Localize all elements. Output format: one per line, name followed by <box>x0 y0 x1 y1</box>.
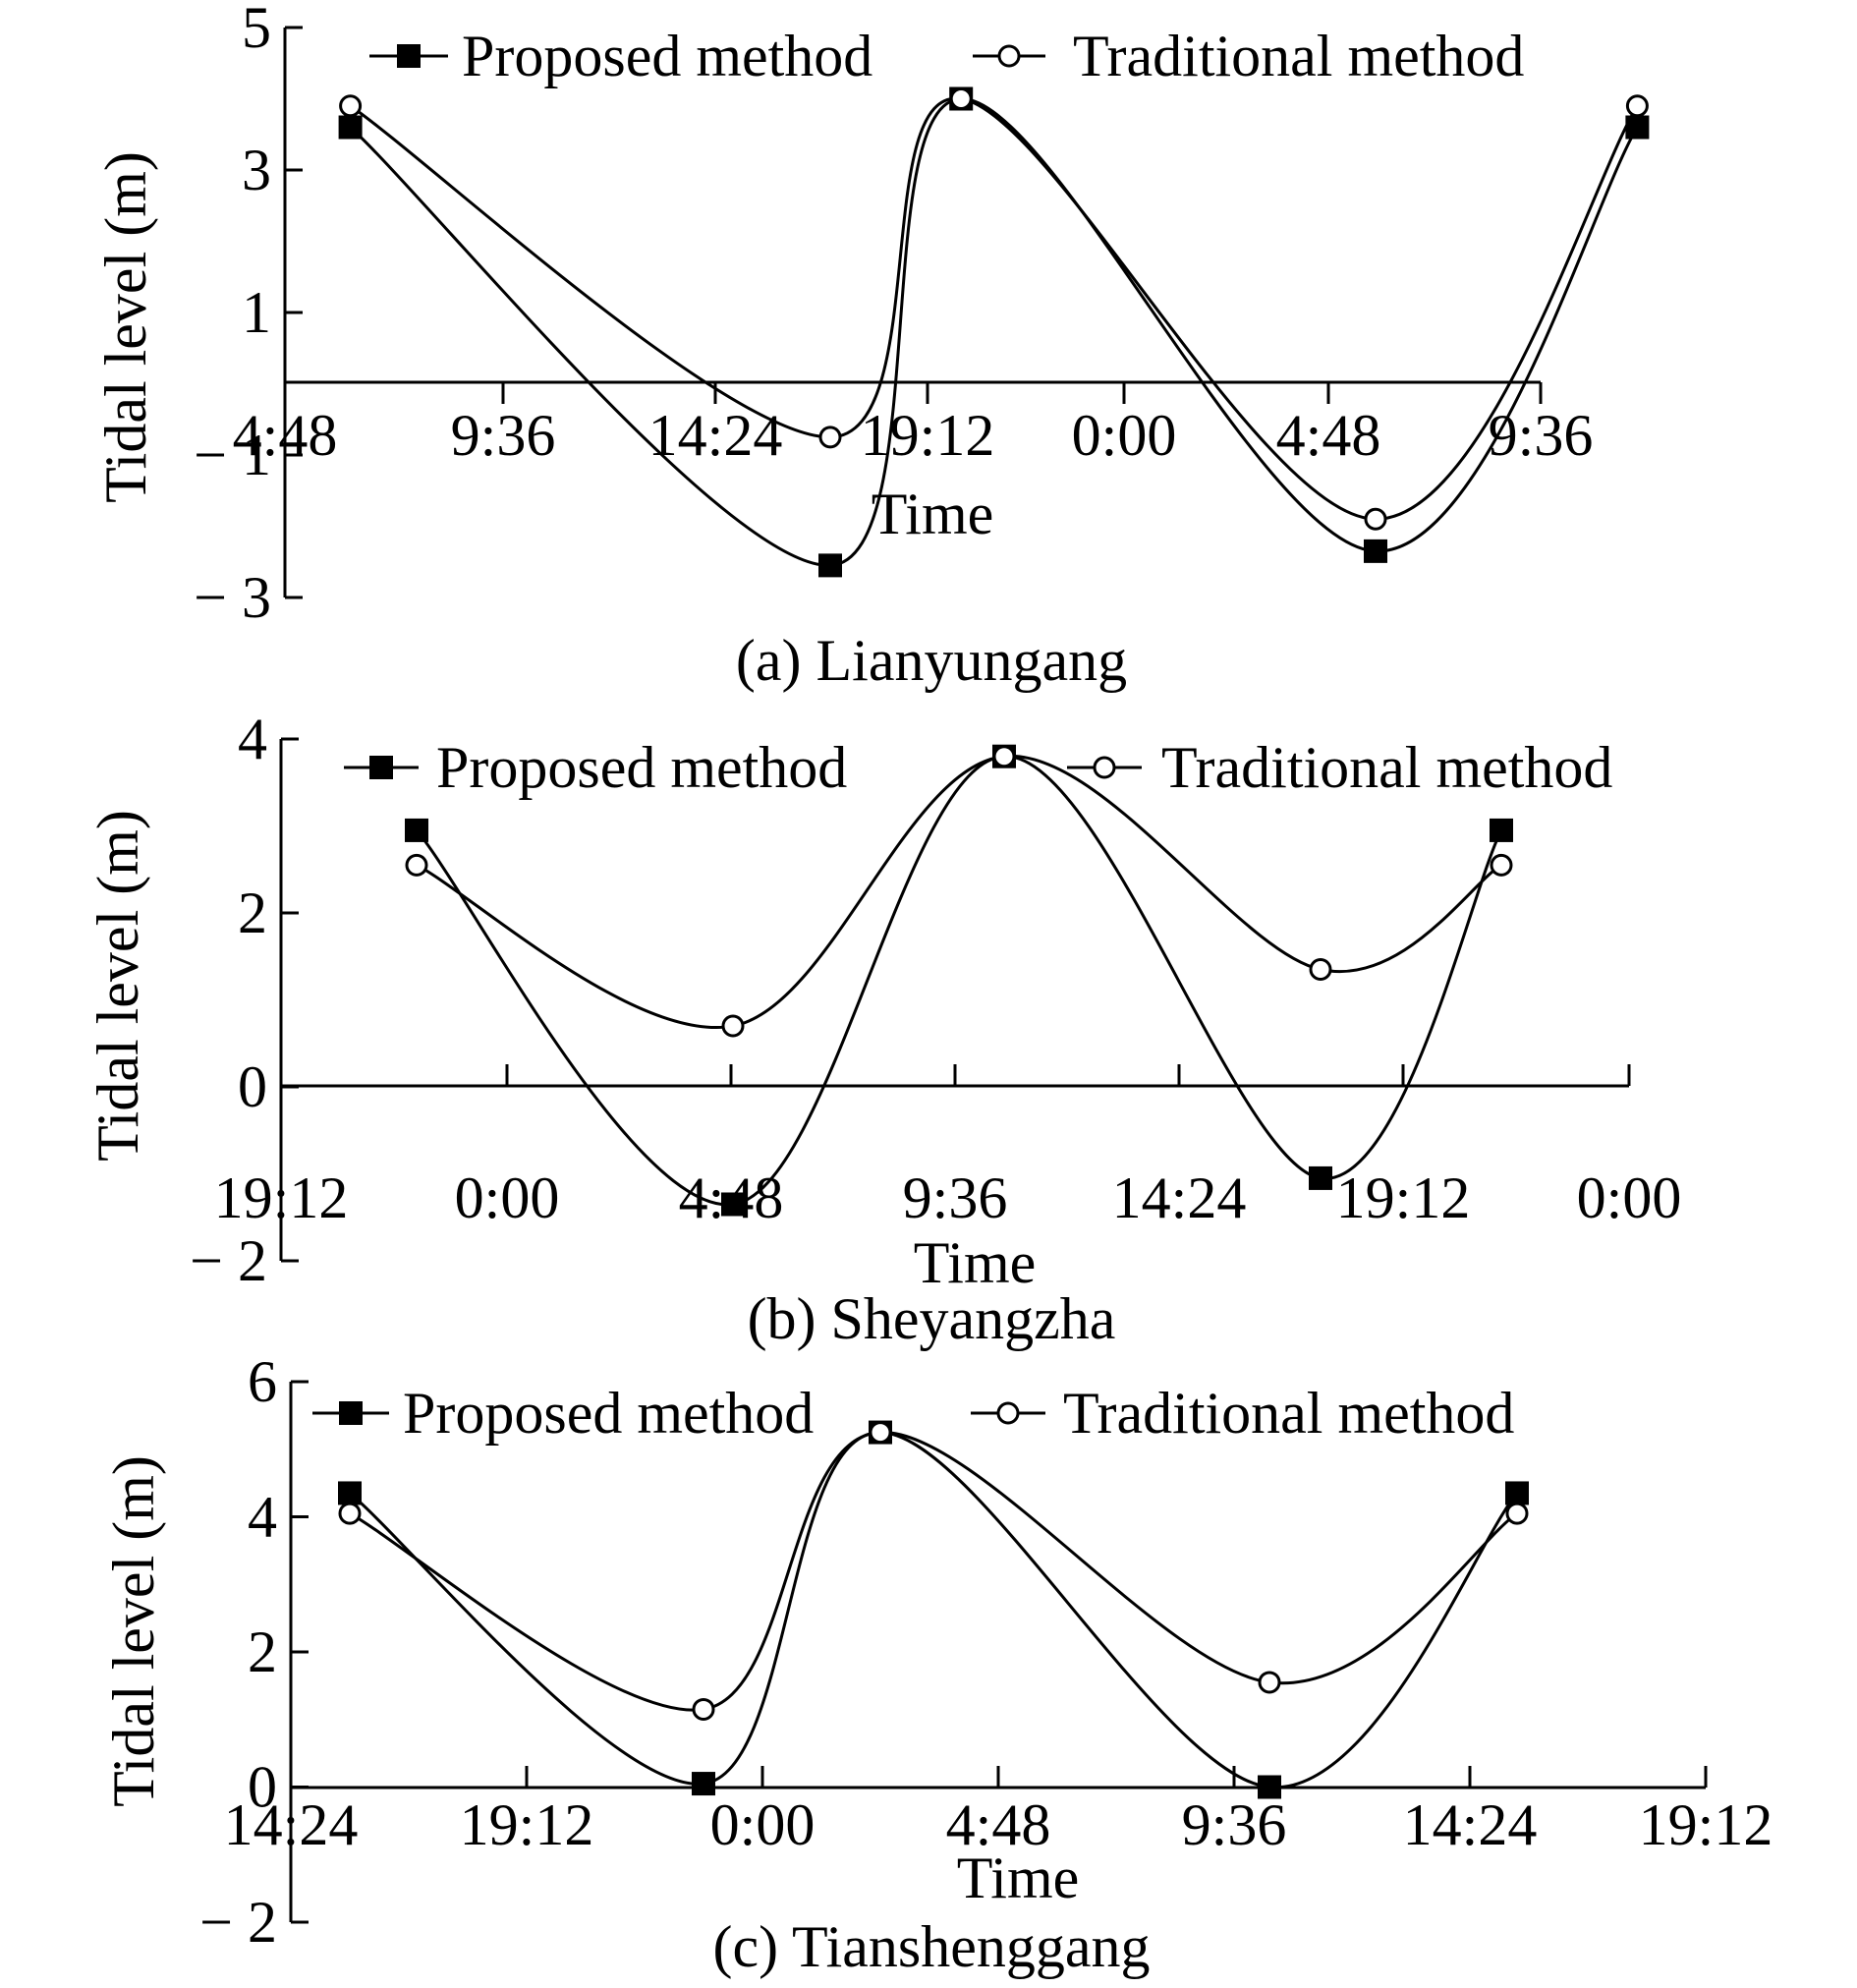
x-tick-label: 4:48 <box>946 1792 1051 1857</box>
data-point-circle <box>405 853 428 877</box>
series-traditional <box>405 745 1513 1038</box>
y-tick-label: 4 <box>248 1485 277 1550</box>
legend: Proposed method Traditional method <box>369 24 1524 88</box>
y-tick-label: 2 <box>248 1619 277 1684</box>
legend-circle-marker <box>997 44 1021 68</box>
data-point-circle <box>1309 958 1332 982</box>
x-tick-label: 4:48 <box>1276 403 1381 468</box>
x-tick-label: 9:36 <box>903 1165 1008 1230</box>
legend-square-marker <box>397 44 421 68</box>
y-tick-label: 0 <box>248 1755 277 1820</box>
data-point-square <box>692 1772 715 1796</box>
data-point-circle <box>339 94 363 118</box>
x-tick-label: 0:00 <box>710 1792 816 1857</box>
data-point-circle <box>721 1014 745 1038</box>
series-line <box>416 755 1502 1030</box>
data-point-square <box>1364 539 1387 563</box>
legend-label: Traditional method <box>1073 24 1524 88</box>
series-proposed <box>338 1420 1529 1799</box>
x-tick-label: 19:12 <box>861 403 995 468</box>
legend: Proposed method Traditional method <box>344 735 1612 800</box>
data-point-square <box>1258 1775 1281 1799</box>
legend-square-marker <box>369 756 393 779</box>
series-line <box>349 1431 1519 1789</box>
panel-caption: (c) Tianshenggang <box>713 1914 1151 1979</box>
data-point-circle <box>1625 94 1649 118</box>
y-tick-label: 3 <box>242 138 271 202</box>
data-point-square <box>1505 1481 1529 1505</box>
y-tick-label: 4 <box>238 707 267 771</box>
series-traditional <box>338 1421 1529 1721</box>
y-axis-title: Tidal level (m) <box>85 810 150 1162</box>
x-tick-label: 19:12 <box>1336 1165 1471 1230</box>
x-tick-label: 14:24 <box>648 403 783 468</box>
y-axis-title: Tidal level (m) <box>93 151 158 503</box>
legend-label: Proposed method <box>462 24 872 88</box>
x-tick-label: 9:36 <box>451 403 556 468</box>
x-axis-title: Time <box>872 482 994 546</box>
legend-square-marker <box>339 1401 363 1425</box>
x-axis-title: Time <box>914 1230 1037 1295</box>
x-tick-label: 4:48 <box>233 403 338 468</box>
data-point-circle <box>1505 1502 1529 1525</box>
data-point-circle <box>869 1421 892 1445</box>
x-axis-title: Time <box>957 1846 1080 1910</box>
series-proposed <box>405 744 1513 1217</box>
data-point-square <box>338 1481 362 1505</box>
data-point-circle <box>1364 507 1387 531</box>
data-point-circle <box>949 87 973 110</box>
data-point-circle <box>1490 853 1513 877</box>
y-tick-label: 2 <box>238 880 267 945</box>
chart-panel-2: 420− 219:120:004:489:3614:2419:120:00Tim… <box>85 707 1681 1351</box>
x-tick-label: 9:36 <box>1489 403 1594 468</box>
legend-label: Proposed method <box>436 735 847 800</box>
panel-caption: (b) Sheyangzha <box>748 1286 1116 1351</box>
legend-circle-marker <box>996 1401 1020 1425</box>
y-tick-label: 5 <box>242 0 271 60</box>
series-line <box>415 755 1503 1207</box>
y-tick-label: − 1 <box>194 423 271 487</box>
data-point-square <box>1490 818 1513 842</box>
series-line <box>349 96 1639 567</box>
x-tick-label: 14:24 <box>1112 1165 1247 1230</box>
legend-label: Proposed method <box>403 1381 814 1446</box>
series-traditional <box>339 87 1649 531</box>
data-point-square <box>338 115 363 140</box>
series-proposed <box>338 86 1650 578</box>
y-axis-title: Tidal level (m) <box>101 1455 166 1807</box>
y-tick-label: 6 <box>248 1349 277 1414</box>
data-point-square <box>721 1192 745 1217</box>
y-tick-label: 1 <box>242 280 271 345</box>
data-point-circle <box>818 426 842 449</box>
data-point-circle <box>1258 1671 1281 1694</box>
x-tick-label: 9:36 <box>1182 1792 1287 1857</box>
data-point-square <box>405 818 428 842</box>
x-tick-label: 0:00 <box>1072 403 1177 468</box>
x-tick-label: 19:12 <box>214 1165 349 1230</box>
data-point-circle <box>692 1697 715 1721</box>
x-tick-label: 0:00 <box>1577 1165 1682 1230</box>
data-point-circle <box>338 1502 362 1525</box>
y-tick-label: 0 <box>238 1054 267 1119</box>
data-point-square <box>818 553 842 578</box>
legend: Proposed method Traditional method <box>312 1381 1514 1446</box>
x-tick-label: 19:12 <box>1639 1792 1773 1857</box>
chart-panel-3: 6 4 2 0 − 2 14:24 19:12 0:00 4:48 9:36 14:24 19:12 T… <box>101 1349 1773 1979</box>
legend-label: Traditional method <box>1161 735 1612 800</box>
x-tick-label: 14:24 <box>1403 1792 1538 1857</box>
legend-label: Traditional method <box>1063 1381 1514 1446</box>
panel-caption: (a) Lianyungang <box>736 628 1127 693</box>
x-tick-label: 0:00 <box>455 1165 560 1230</box>
y-tick-label: − 2 <box>190 1228 267 1293</box>
data-point-circle <box>992 745 1016 768</box>
chart-panel-1: 5 3 1 − 1 − 3 4:48 9:36 14:24 19:12 0:00 4:48 9:36 T… <box>93 0 1650 693</box>
y-tick-label: − 2 <box>199 1890 277 1955</box>
data-point-square <box>1309 1165 1332 1190</box>
x-tick-label: 19:12 <box>460 1792 594 1857</box>
legend-circle-marker <box>1093 756 1116 779</box>
y-tick-label: − 3 <box>194 565 271 630</box>
x-tick-label: 14:24 <box>224 1792 359 1857</box>
